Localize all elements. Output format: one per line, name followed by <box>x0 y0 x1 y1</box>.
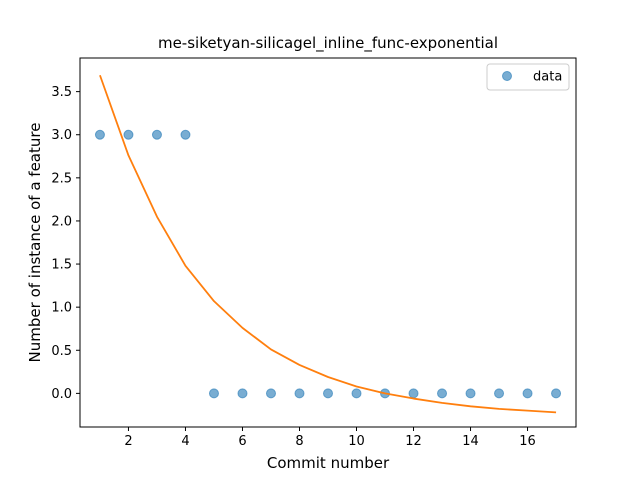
data-point <box>323 388 333 399</box>
legend-marker-data <box>502 71 512 81</box>
data-point <box>294 388 305 399</box>
legend-label-data: data <box>533 70 562 85</box>
data-point <box>494 388 505 399</box>
y-tick-label: 2.0 <box>51 214 72 229</box>
y-tick-label: 1.5 <box>51 258 72 273</box>
y-tick-label: 2.5 <box>51 171 72 186</box>
y-tick-label: 1.0 <box>51 301 72 316</box>
x-tick-label: 6 <box>238 434 246 449</box>
y-tick-label: 3.0 <box>51 128 72 143</box>
data-point <box>180 129 191 140</box>
legend: data <box>486 63 570 91</box>
y-tick-label: 0.5 <box>51 344 72 359</box>
data-point <box>237 388 248 399</box>
data-point <box>465 388 476 399</box>
y-tick-label: 3.5 <box>51 85 72 100</box>
data-point <box>408 388 419 399</box>
x-tick-label: 2 <box>124 434 132 449</box>
x-tick-label: 16 <box>519 434 536 449</box>
data-point <box>94 129 105 140</box>
x-tick-label: 10 <box>348 434 365 449</box>
data-point <box>151 129 162 140</box>
y-axis-label: Number of instance of a feature <box>26 123 44 363</box>
data-point <box>265 388 276 399</box>
legend-box <box>486 63 570 91</box>
data-point <box>208 388 219 399</box>
plot-area: 2 4 6 8 10 12 14 16 0.0 0.5 1.0 1.5 2.0 2.5 3.0 3.5 <box>51 74 562 449</box>
x-axis-label: Commit number <box>267 454 390 472</box>
chart-title: me-siketyan-silicagel_inline_func-expone… <box>158 34 498 53</box>
data-point <box>123 129 134 140</box>
x-tick-label: 12 <box>405 434 422 449</box>
data-point <box>551 388 562 399</box>
plot-frame <box>79 57 577 428</box>
data-point <box>437 388 448 399</box>
data-point <box>522 388 533 399</box>
x-tick-label: 4 <box>181 434 189 449</box>
y-tick-label: 0.0 <box>51 387 72 402</box>
x-tick-label: 14 <box>462 434 479 449</box>
data-point <box>351 388 362 399</box>
fit-line <box>99 74 557 414</box>
x-tick-label: 8 <box>295 434 303 449</box>
